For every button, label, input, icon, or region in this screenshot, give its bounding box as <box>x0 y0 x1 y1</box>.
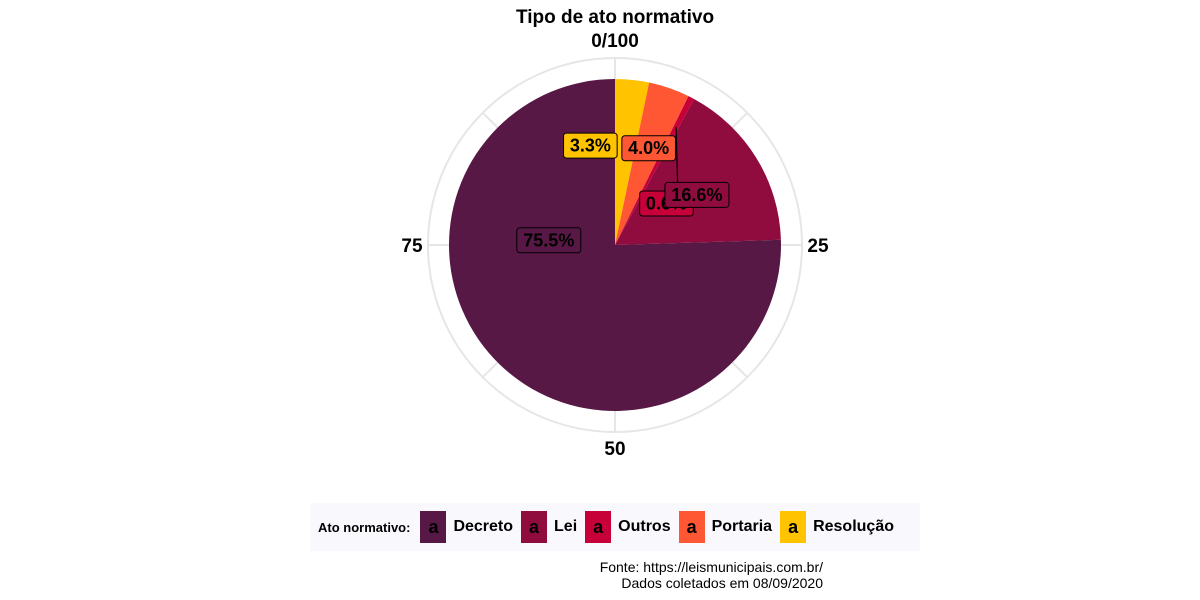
slice-decreto <box>449 79 782 411</box>
legend-label: Decreto <box>453 518 514 535</box>
legend-item-resolução: a Resolução <box>780 511 894 543</box>
slice-label-text: 3.3% <box>570 136 611 156</box>
legend-item-decreto: a Decreto <box>420 511 513 543</box>
slice-resolução <box>615 79 650 245</box>
angle-tick-label: 75 <box>401 236 423 257</box>
legend-title: Ato normativo: <box>318 519 411 535</box>
legend-key-swatch: a <box>585 511 612 543</box>
caption: Fonte: https://leismunicipais.com.br/ Da… <box>600 559 823 591</box>
legend-item-lei: a Lei <box>521 511 577 543</box>
slice-label-box <box>563 132 618 159</box>
slice-label-resolução: 3.3% <box>563 132 618 159</box>
chart-title: Tipo de ato normativo <box>515 7 715 28</box>
slice-label-box <box>516 227 582 254</box>
legend-key-swatch: a <box>780 511 807 543</box>
slice-label-box <box>664 181 730 208</box>
slice-label-lei: 16.6% <box>664 181 730 208</box>
legend-label: Lei <box>554 518 578 535</box>
legend-label: Resolução <box>813 518 894 535</box>
caption-source: Fonte: https://leismunicipais.com.br/ <box>599 559 823 575</box>
legend-key-swatch: a <box>521 511 548 543</box>
legend-label: Portaria <box>711 518 773 535</box>
legend-key-swatch: a <box>420 511 447 543</box>
slice-label-portaria: 4.0% <box>621 135 676 162</box>
legend-item-outros: a Outros <box>585 511 671 543</box>
angle-tick-label: 0/100 <box>591 31 639 52</box>
slice-label-text: 75.5% <box>523 230 574 250</box>
legend: Ato normativo: a Decreto a Lei a Outros a Porta… <box>310 503 920 551</box>
slice-label-decreto: 75.5% <box>516 227 582 254</box>
slice-label-text: 4.0% <box>628 138 669 158</box>
angle-tick-label: 25 <box>807 236 829 257</box>
angle-tick-label: 50 <box>604 439 625 460</box>
legend-label: Outros <box>618 518 671 535</box>
legend-key-swatch: a <box>678 511 705 543</box>
slice-portaria <box>615 82 689 245</box>
caption-date: Dados coletados em 08/09/2020 <box>621 575 823 591</box>
slice-outros <box>615 96 695 245</box>
legend-item-portaria: a Portaria <box>678 511 773 543</box>
slice-label-box <box>621 135 676 162</box>
slice-label-text: 16.6% <box>671 185 722 205</box>
